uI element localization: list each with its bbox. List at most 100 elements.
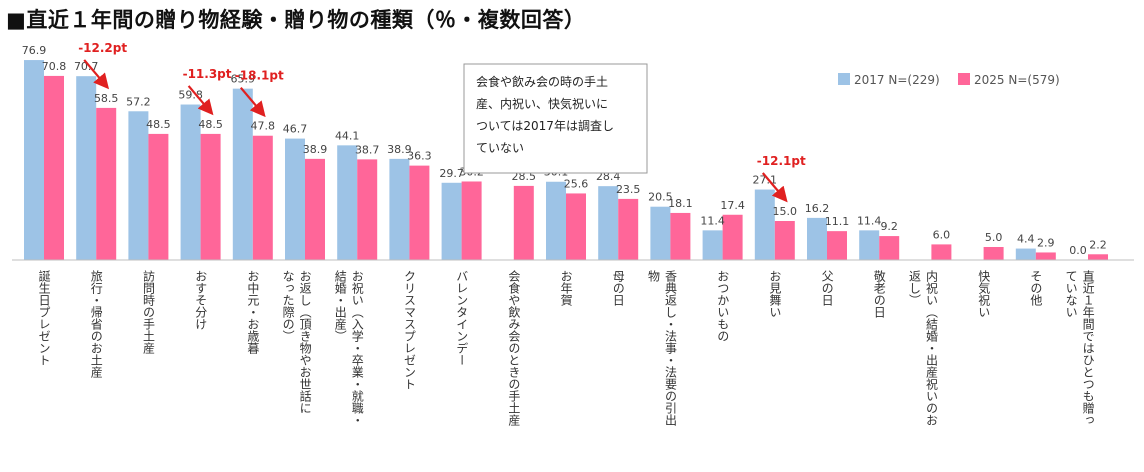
bar-2017 (754, 189, 775, 260)
data-label: 76.9 (22, 44, 47, 57)
bar-2017 (285, 138, 305, 260)
bar-2017 (1015, 248, 1036, 260)
bar-2025 (879, 236, 900, 260)
annotation-arrow (187, 85, 214, 116)
category-label: 香典返し・法事・法要の引出 (664, 270, 678, 426)
bar-2017 (337, 145, 358, 260)
change-annotation: -12.1pt (757, 154, 806, 168)
bar-2017 (546, 181, 566, 260)
data-label: 11.4 (700, 214, 725, 227)
data-label: 38.7 (355, 143, 380, 156)
bar-2025 (409, 165, 430, 260)
category-label: 旅行・帰省のお土産 (89, 270, 103, 379)
data-label: 18.1 (668, 197, 693, 210)
category-label: 快気祝い (977, 270, 991, 318)
bar-2025 (461, 181, 482, 260)
category-label: 物 (647, 270, 661, 282)
bar-2017 (859, 230, 880, 260)
bar-2017 (807, 217, 827, 260)
legend-swatch-2017 (838, 73, 850, 85)
data-label: 48.5 (198, 118, 223, 131)
data-label: 47.8 (251, 120, 276, 133)
data-label: 44.1 (335, 129, 360, 142)
bar-2025 (513, 185, 534, 260)
data-label: 48.5 (146, 118, 171, 131)
annotation-arrow (83, 59, 110, 90)
category-label: お返し（頂き物やお世話に (298, 270, 312, 414)
bar-2025 (1088, 254, 1108, 260)
category-label: お中元・お歳暮 (246, 270, 260, 354)
data-label: 4.4 (1017, 233, 1035, 246)
bar-2025 (148, 133, 169, 260)
data-label: 2.2 (1089, 238, 1107, 251)
category-label: その他 (1029, 270, 1043, 306)
bar-2025 (618, 198, 639, 260)
category-label: 父の日 (820, 270, 834, 306)
bar-2025 (566, 193, 586, 260)
data-label: 57.2 (126, 95, 151, 108)
bar-2025 (96, 107, 117, 261)
category-label: 敬老の日 (872, 270, 886, 318)
data-label: 23.5 (616, 183, 641, 196)
data-label: 11.1 (825, 215, 850, 228)
data-label: 16.2 (805, 202, 830, 215)
change-annotation: -11.3pt (183, 67, 232, 81)
legend-swatch-2025 (958, 73, 970, 85)
data-label: 6.0 (933, 228, 951, 241)
bar-2025 (827, 231, 847, 260)
data-label: 11.4 (857, 214, 882, 227)
category-label: おつかいもの (716, 270, 730, 342)
change-annotation: -12.2pt (78, 41, 127, 55)
category-label: 母の日 (611, 270, 625, 306)
bar-2017 (702, 230, 723, 260)
bar-2017 (128, 111, 149, 260)
change-annotation: -18.1pt (235, 69, 284, 83)
category-label: 直近１年間ではひとつも贈っ (1081, 270, 1095, 426)
data-label: 17.4 (720, 199, 745, 212)
category-label: お祝い（入学・卒業・就職・ (350, 270, 364, 426)
category-label: 結婚・出産） (333, 270, 347, 342)
bar-2025 (200, 133, 221, 260)
bar-2025 (357, 159, 378, 260)
bar-2025 (722, 214, 743, 260)
bar-2017 (76, 76, 97, 261)
category-label: 訪問時の手土産 (142, 269, 156, 355)
category-label: 誕生日プレゼント (37, 270, 51, 366)
bar-2025 (670, 212, 691, 260)
data-label: 20.5 (648, 191, 673, 204)
bar-2017 (180, 104, 201, 261)
bar-2025 (1035, 252, 1056, 260)
bar-2025 (44, 75, 64, 260)
bar-2025 (931, 244, 952, 260)
note-line: 産、内祝い、快気祝いに (476, 96, 608, 111)
data-label: 2.9 (1037, 236, 1055, 249)
data-label: 59.8 (178, 89, 203, 102)
category-label: ていない (1064, 270, 1078, 318)
category-label: なった際の） (281, 270, 295, 342)
legend-label-2017: 2017 N=(229) (854, 73, 940, 87)
category-label: 内祝い（結婚・出産祝いのお (925, 270, 939, 426)
annotation-arrow (239, 87, 266, 118)
bar-2025 (305, 158, 325, 260)
note-box (463, 63, 648, 174)
data-label: 38.9 (303, 143, 328, 156)
category-label: 返し） (908, 270, 922, 306)
category-label: 会食や飲み会のときの手土産 (507, 270, 521, 427)
data-label: 65.9 (231, 73, 256, 86)
bar-2017 (232, 88, 253, 260)
bar-2017 (650, 206, 671, 260)
category-label: お年賀 (559, 270, 573, 307)
data-label: 25.6 (564, 177, 589, 190)
category-label: おすそ分け (194, 270, 208, 330)
data-label: 36.3 (407, 150, 432, 163)
note-line: ていない (476, 141, 524, 155)
data-label: 38.9 (387, 143, 412, 156)
data-label: 15.0 (773, 205, 798, 218)
data-label: 58.5 (94, 92, 119, 105)
bar-2017 (598, 186, 619, 260)
note-line: 会食や飲み会の時の手土 (476, 74, 608, 89)
data-label: 0.0 (1069, 244, 1087, 257)
note-line: ついては2017年は調査し (476, 119, 614, 133)
bar-2017 (441, 182, 462, 260)
legend-label-2025: 2025 N=(579) (974, 73, 1060, 87)
